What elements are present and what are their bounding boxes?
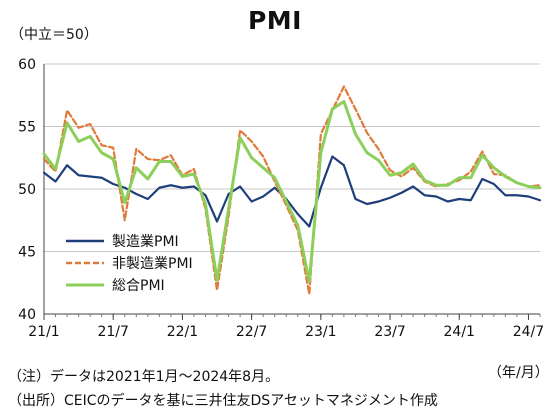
data-period-note: （注）データは2021年1月～2024年8月。 <box>8 369 280 385</box>
y-tick-label: 55 <box>18 120 36 136</box>
source-note: （出所）CEICのデータを基に三井住友DSアセットマネジメント作成 <box>8 393 438 409</box>
series-line-1 <box>42 85 542 296</box>
x-tick-label: 24/1 <box>444 324 475 340</box>
series-layer <box>42 85 542 296</box>
x-tick-label: 23/7 <box>374 324 405 340</box>
period-unit-label: （年/月） <box>488 365 549 381</box>
legend-label: 製造業PMI <box>112 234 179 250</box>
y-tick-label: 60 <box>18 57 36 73</box>
series-line-2 <box>42 100 542 283</box>
x-tick-label: 22/7 <box>236 324 267 340</box>
chart-title: PMI <box>247 6 302 35</box>
legend-label: 非製造業PMI <box>112 256 193 272</box>
legend: 製造業PMI 非製造業PMI 総合PMI <box>66 234 193 294</box>
x-axis: 21/1 21/7 22/1 22/7 23/1 23/7 24/1 24/7 <box>28 313 544 340</box>
y-tick-label: 50 <box>18 182 36 198</box>
x-tick-label: 24/7 <box>513 324 544 340</box>
series-line-0 <box>42 155 542 228</box>
x-tick-label: 21/7 <box>97 324 128 340</box>
unit-label: （中立＝50） <box>10 27 98 43</box>
legend-label: 総合PMI <box>112 278 165 294</box>
x-tick-label: 22/1 <box>167 324 198 340</box>
x-tick-label: 21/1 <box>28 324 59 340</box>
y-tick-label: 40 <box>18 307 36 323</box>
x-tick-label: 23/1 <box>305 324 336 340</box>
y-axis: 40 45 50 55 60 <box>18 57 45 323</box>
grid-layer <box>44 63 540 315</box>
y-tick-label: 45 <box>18 245 36 261</box>
